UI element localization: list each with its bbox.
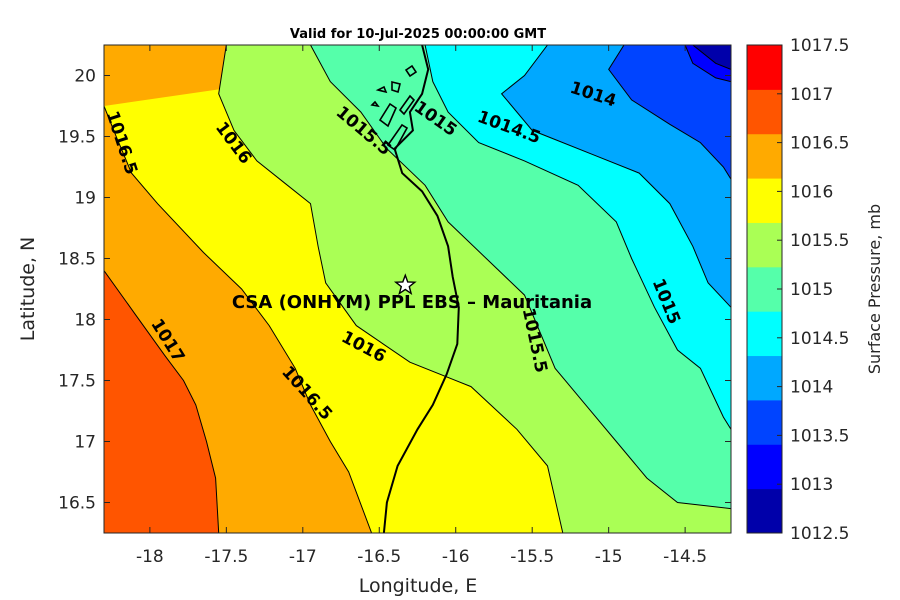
- x-tick-label: -17.5: [204, 547, 248, 567]
- map-plot-area: 10171016.51016.5101610161015.51015.51015…: [104, 45, 731, 533]
- colorbar-tick-label: 1015.5: [790, 231, 849, 251]
- colorbar-segment: [747, 133, 782, 179]
- y-tick-label: 18.5: [58, 250, 96, 270]
- colorbar-segment: [747, 311, 782, 357]
- colorbar-tick-label: 1013: [790, 475, 833, 495]
- y-tick-label: 20: [74, 67, 96, 87]
- pressure-bands: [104, 45, 731, 533]
- colorbar-segment: [747, 222, 782, 268]
- isobar-1016.5: [104, 105, 373, 533]
- colorbar-segment: [747, 399, 782, 445]
- y-tick-label: 17.5: [58, 372, 96, 392]
- y-tick-label: 16.5: [58, 494, 96, 514]
- band-1012.5: [692, 45, 731, 70]
- colorbar-tick-label: 1012.5: [790, 524, 849, 544]
- isobar-1013.5: [684, 45, 731, 83]
- site-label: CSA (ONHYM) PPL EBS – Mauritania: [232, 292, 592, 313]
- colorbar-label: Surface Pressure, mb: [865, 204, 884, 374]
- colorbar-tick-label: 1015: [790, 280, 833, 300]
- colorbar-segment: [747, 89, 782, 135]
- colorbar-segment: [747, 45, 782, 90]
- coastline: [382, 45, 460, 533]
- colorbar-segment: [747, 178, 782, 223]
- colorbar-segment: [747, 266, 782, 312]
- x-tick-label: -14.5: [663, 547, 707, 567]
- isobar-1015.5: [310, 45, 731, 510]
- y-tick-label: 19: [74, 189, 96, 209]
- colorbar: 1012.5 1013 1013.5 1014 1014.5 1015 1015.5 1016…: [746, 36, 849, 544]
- star-icon: [393, 273, 417, 296]
- band-1017: [104, 270, 219, 533]
- band-1013.5: [608, 45, 731, 180]
- x-tick-label: -16: [442, 547, 470, 567]
- y-axis-label: Latitude, N: [17, 237, 39, 342]
- colorbar-tick-label: 1014: [790, 378, 833, 398]
- colorbar-segment: [747, 444, 782, 490]
- y-axis: 16.5 17 17.5 18 18.5 19 19.5 20: [58, 67, 731, 514]
- colorbar-tick-label: 1016.5: [790, 134, 849, 154]
- x-tick-label: -15: [595, 547, 623, 567]
- y-tick-label: 18: [74, 311, 96, 331]
- y-tick-label: 17: [74, 433, 96, 453]
- colorbar-segment: [747, 355, 782, 401]
- x-tick-label: -18: [136, 547, 164, 567]
- plot-frame: [103, 44, 732, 534]
- map-title: Valid for 10-Jul-2025 00:00:00 GMT: [290, 27, 546, 42]
- isobar-1014: [608, 45, 731, 180]
- isobar-lines: [104, 45, 731, 533]
- isobar-1015: [424, 45, 731, 430]
- x-tick-label: -17: [289, 547, 317, 567]
- x-tick-label: -15.5: [510, 547, 554, 567]
- isobar-1013: [692, 45, 731, 70]
- x-axis: -18 -17.5 -17 -16.5 -16 -15.5 -15 -14.5: [136, 45, 707, 567]
- colorbar-tick-label: 1013.5: [790, 426, 849, 446]
- coastal-islands: [370, 64, 418, 152]
- colorbar-tick-label: 1017.5: [790, 36, 849, 56]
- x-axis-label: Longitude, E: [359, 575, 478, 597]
- colorbar-tick-label: 1014.5: [790, 329, 849, 349]
- x-tick-label: -16.5: [357, 547, 401, 567]
- isobar-1017: [104, 270, 220, 533]
- colorbar-tick-label: 1016: [790, 182, 833, 202]
- isobar-1014.5: [500, 45, 731, 308]
- isobar-1016: [218, 45, 564, 533]
- colorbar-segment: [747, 488, 782, 534]
- y-tick-label: 19.5: [58, 128, 96, 148]
- colorbar-tick-label: 1017: [790, 85, 833, 105]
